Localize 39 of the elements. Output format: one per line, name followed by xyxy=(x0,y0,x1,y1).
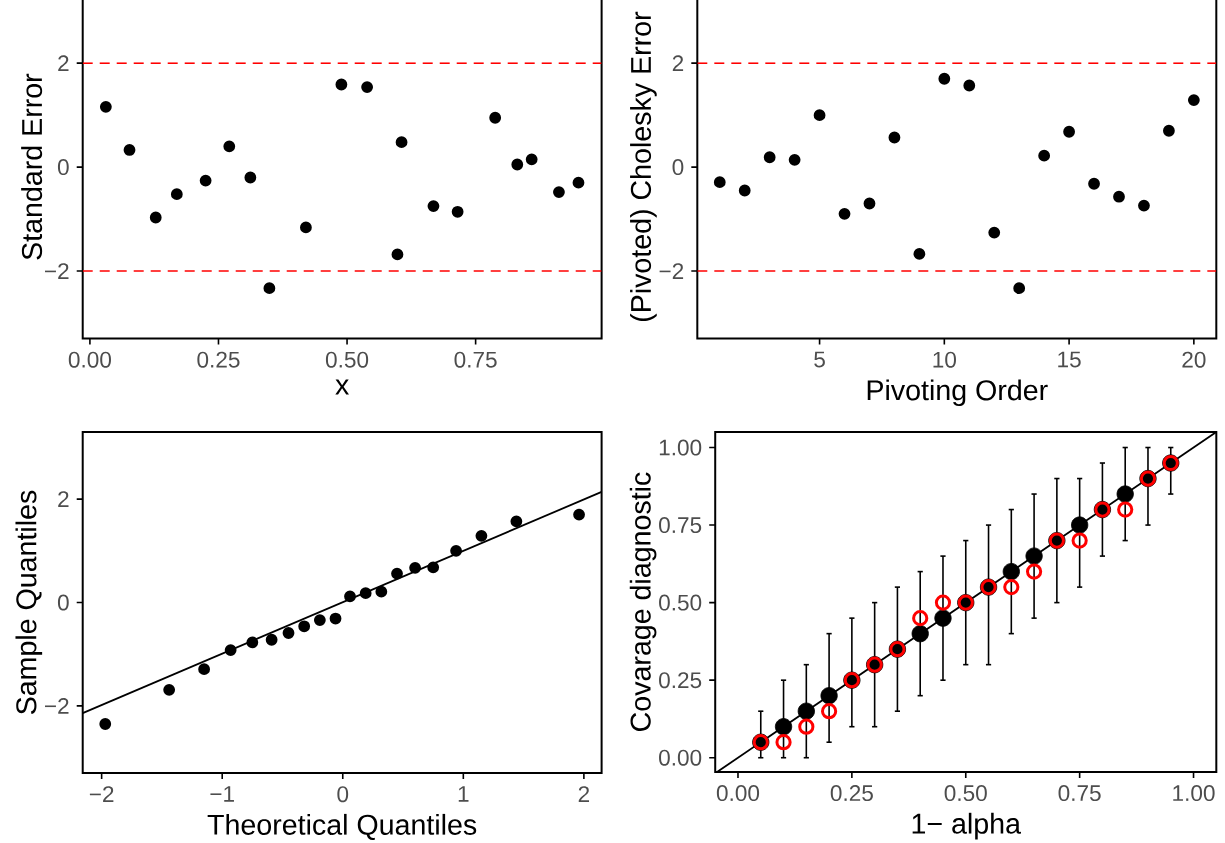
y-tick-label: 1.00 xyxy=(659,439,702,456)
y-tick-label: 0 xyxy=(672,159,684,176)
y-tick-label: 0.25 xyxy=(659,672,702,689)
x-tick-label: 10 xyxy=(933,351,956,368)
x-tick-label: 0.75 xyxy=(454,351,497,368)
x-tick-label: 0.25 xyxy=(197,351,240,368)
y-tick-label: 0.75 xyxy=(659,517,702,534)
y-tick-label: 2 xyxy=(58,491,69,507)
x-tick-label: 15 xyxy=(1058,351,1081,368)
x-tick-label: 0.00 xyxy=(716,785,760,802)
y-tick-label: 0.50 xyxy=(659,594,702,611)
y-tick-label: 0.00 xyxy=(659,749,702,766)
x-tick-label: 0.75 xyxy=(1058,785,1101,802)
y-axis-title: Standard Error xyxy=(21,73,43,260)
x-tick-label: 0.50 xyxy=(944,785,987,802)
y-tick-label: −2 xyxy=(45,263,69,279)
y-tick-label: 2 xyxy=(58,55,69,72)
x-tick-label: −2 xyxy=(89,786,114,802)
x-tick-label: 0.50 xyxy=(325,351,369,368)
y-tick-label: 0 xyxy=(57,594,69,611)
x-tick-label: 2 xyxy=(578,786,590,802)
y-tick-label: 0 xyxy=(57,159,69,176)
x-tick-label: 1 xyxy=(458,786,469,802)
x-axis-title: Pivoting Order xyxy=(867,379,1048,407)
y-axis-title: (Pivoted) Cholesky Error xyxy=(630,11,657,322)
x-tick-label: 5 xyxy=(814,351,825,368)
y-axis-title: Covarage diagnostic xyxy=(629,472,657,731)
y-tick-label: −2 xyxy=(45,698,69,714)
x-axis-title: 1− alpha xyxy=(912,812,1021,840)
x-axis-title: Theoretical Quantiles xyxy=(207,813,477,841)
y-tick-label: −2 xyxy=(659,263,684,279)
x-axis-title: x xyxy=(335,379,349,395)
y-tick-label: 2 xyxy=(672,55,684,72)
x-tick-label: 0.25 xyxy=(830,785,873,802)
x-tick-label: 20 xyxy=(1182,351,1206,368)
y-axis-title: Sample Quantiles xyxy=(15,490,43,715)
x-tick-label: −1 xyxy=(210,786,234,802)
x-tick-label: 1.00 xyxy=(1173,785,1215,802)
x-tick-label: 0 xyxy=(337,786,349,803)
